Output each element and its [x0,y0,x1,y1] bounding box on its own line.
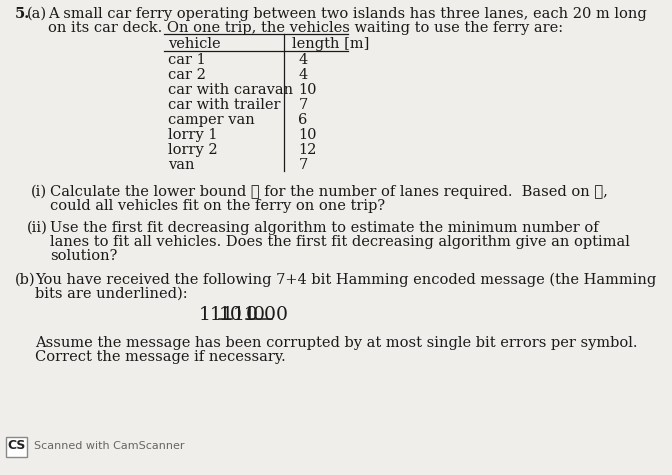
Text: car with caravan: car with caravan [168,83,293,97]
Text: (ii): (ii) [27,221,48,235]
Text: 000: 000 [253,306,289,324]
Text: 5.: 5. [14,7,30,21]
Text: A small car ferry operating between two islands has three lanes, each 20 m long: A small car ferry operating between two … [48,7,646,21]
Text: van: van [168,158,194,172]
Text: length [m]: length [m] [292,37,370,51]
Text: 111: 111 [198,306,234,324]
Text: (a): (a) [27,7,47,21]
Text: 10: 10 [219,306,243,324]
Text: lorry 2: lorry 2 [168,143,218,157]
Text: 6: 6 [298,113,308,127]
Text: solution?: solution? [50,249,118,263]
Text: car 2: car 2 [168,68,206,82]
Text: lanes to fit all vehicles. Does the first fit decreasing algorithm give an optim: lanes to fit all vehicles. Does the firs… [50,235,630,249]
Text: 12: 12 [298,143,317,157]
Text: 0: 0 [246,306,258,324]
FancyBboxPatch shape [7,437,27,457]
Text: Correct the message if necessary.: Correct the message if necessary. [35,350,286,364]
Text: lorry 1: lorry 1 [168,128,218,142]
Text: camper van: camper van [168,113,255,127]
Text: 7: 7 [298,98,308,112]
Text: car 1: car 1 [168,53,206,67]
Text: Calculate the lower bound ℓ for the number of lanes required.  Based on ℓ,: Calculate the lower bound ℓ for the numb… [50,185,608,199]
Text: vehicle: vehicle [168,37,220,51]
Text: 7: 7 [298,158,308,172]
Text: 11: 11 [233,306,256,324]
Text: could all vehicles fit on the ferry on one trip?: could all vehicles fit on the ferry on o… [50,199,386,213]
Text: You have received the following 7+4 bit Hamming encoded message (the Hamming: You have received the following 7+4 bit … [35,273,657,287]
Text: CS: CS [7,439,26,452]
Text: Scanned with CamScanner: Scanned with CamScanner [34,441,184,451]
Text: 4: 4 [298,53,308,67]
Text: Assume the message has been corrupted by at most single bit errors per symbol.: Assume the message has been corrupted by… [35,336,638,350]
Text: (b): (b) [14,273,35,287]
Text: 10: 10 [298,128,317,142]
Text: bits are underlined):: bits are underlined): [35,287,187,301]
Text: 10: 10 [298,83,317,97]
Text: 4: 4 [298,68,308,82]
Text: Use the first fit decreasing algorithm to estimate the minimum number of: Use the first fit decreasing algorithm t… [50,221,599,235]
Text: on its car deck. On one trip, the vehicles waiting to use the ferry are:: on its car deck. On one trip, the vehicl… [48,21,563,35]
Text: (i): (i) [30,185,46,199]
Text: car with trailer: car with trailer [168,98,280,112]
